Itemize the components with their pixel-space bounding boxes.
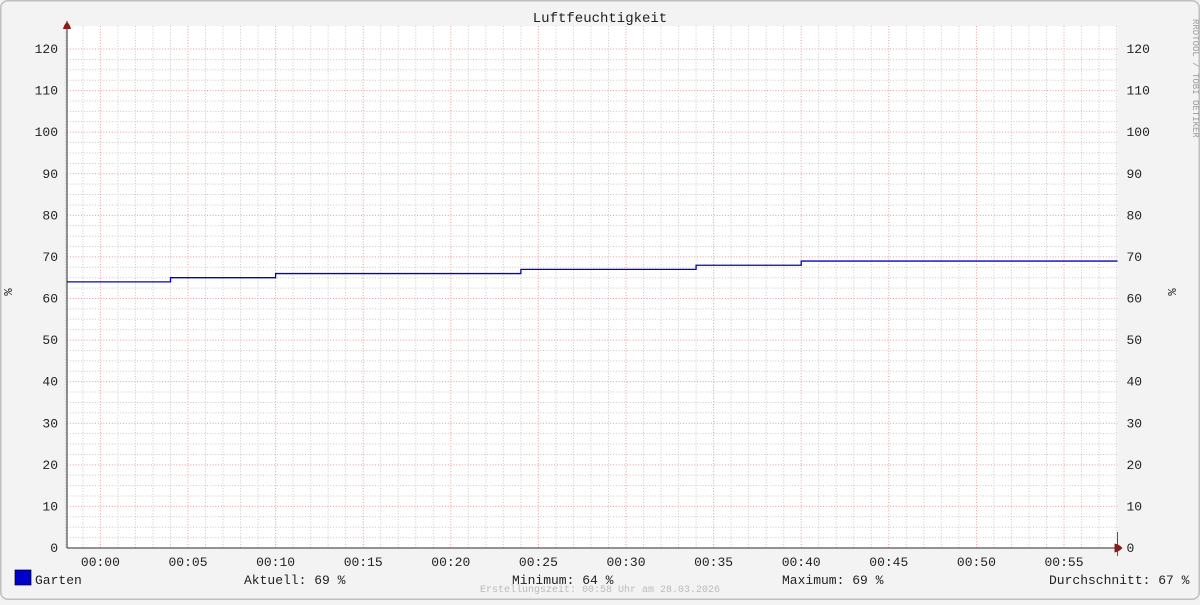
svg-text:20: 20	[42, 458, 58, 473]
svg-text:110: 110	[1127, 84, 1150, 99]
svg-text:10: 10	[1127, 499, 1143, 514]
svg-text:00:20: 00:20	[431, 555, 470, 570]
svg-text:120: 120	[35, 42, 58, 57]
svg-text:110: 110	[35, 84, 58, 99]
svg-text:00:55: 00:55	[1044, 555, 1083, 570]
svg-text:Luftfeuchtigkeit: Luftfeuchtigkeit	[533, 11, 667, 27]
svg-text:00:45: 00:45	[869, 555, 908, 570]
svg-text:100: 100	[35, 125, 58, 140]
svg-text:%: %	[1166, 288, 1180, 296]
svg-text:90: 90	[42, 167, 58, 182]
svg-text:30: 30	[1127, 416, 1143, 431]
svg-text:Maximum: 69 %: Maximum: 69 %	[782, 573, 884, 588]
svg-text:00:30: 00:30	[606, 555, 645, 570]
svg-text:70: 70	[1127, 250, 1143, 265]
svg-text:50: 50	[1127, 333, 1143, 348]
svg-text:80: 80	[1127, 208, 1143, 223]
svg-text:Garten: Garten	[35, 573, 82, 588]
svg-text:00:40: 00:40	[782, 555, 821, 570]
svg-text:70: 70	[42, 250, 58, 265]
svg-text:00:00: 00:00	[81, 555, 120, 570]
svg-text:60: 60	[42, 292, 58, 307]
svg-text:40: 40	[42, 375, 58, 390]
svg-text:RRDTOOL / TOBI OETIKER: RRDTOOL / TOBI OETIKER	[1190, 19, 1200, 138]
svg-text:120: 120	[1127, 42, 1150, 57]
svg-text:30: 30	[42, 416, 58, 431]
svg-text:20: 20	[1127, 458, 1143, 473]
svg-text:00:15: 00:15	[344, 555, 383, 570]
svg-text:10: 10	[42, 499, 58, 514]
svg-text:60: 60	[1127, 292, 1143, 307]
svg-text:%: %	[2, 288, 16, 296]
svg-text:40: 40	[1127, 375, 1143, 390]
svg-text:50: 50	[42, 333, 58, 348]
svg-text:0: 0	[1127, 541, 1135, 556]
svg-text:Aktuell: 69 %: Aktuell: 69 %	[244, 573, 346, 588]
svg-text:00:25: 00:25	[519, 555, 558, 570]
svg-text:100: 100	[1127, 125, 1150, 140]
svg-text:80: 80	[42, 208, 58, 223]
svg-text:90: 90	[1127, 167, 1143, 182]
svg-text:Erstellungszeit: 00:58 Uhr am: Erstellungszeit: 00:58 Uhr am 28.03.2026	[480, 584, 720, 596]
svg-text:00:35: 00:35	[694, 555, 733, 570]
svg-text:0: 0	[50, 541, 58, 556]
svg-text:Durchschnitt: 67 %: Durchschnitt: 67 %	[1049, 573, 1190, 588]
svg-text:00:50: 00:50	[957, 555, 996, 570]
svg-text:00:05: 00:05	[168, 555, 207, 570]
svg-text:00:10: 00:10	[256, 555, 295, 570]
